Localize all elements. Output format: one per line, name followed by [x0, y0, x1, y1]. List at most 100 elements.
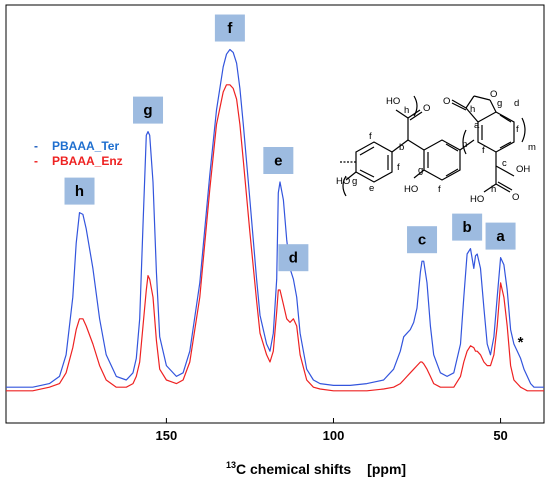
- peak-label-text: b: [463, 219, 472, 236]
- x-tick-label: 50: [493, 428, 507, 443]
- structure-atom-label: g: [418, 165, 423, 176]
- structure-bond: [391, 139, 409, 153]
- plot-frame: [5, 4, 545, 424]
- peak-label-b: b: [452, 213, 483, 241]
- structure-bond: [495, 165, 515, 177]
- structure-atom-label: n: [462, 139, 467, 150]
- annotation-asterisk: *: [518, 334, 524, 351]
- structure-atom-label: O: [443, 96, 450, 107]
- structure-double-bond: [499, 141, 512, 149]
- structure-atom-label: HO: [404, 184, 418, 195]
- structure-atom-label: HO: [386, 96, 400, 107]
- structure-atom-label: m: [528, 142, 536, 153]
- structure-bond: [465, 107, 479, 123]
- x-tick-label: 100: [323, 428, 345, 443]
- structure-atom-label: HO: [336, 176, 350, 187]
- structure-bond: [451, 99, 467, 109]
- peak-label-box: [278, 244, 309, 272]
- structure-atom-label: OH: [516, 164, 530, 175]
- structure-atom-label: a: [474, 120, 480, 131]
- structure-bond: [451, 102, 467, 111]
- structure-bracket: [521, 117, 526, 143]
- structure-atom-label: f: [438, 184, 441, 195]
- structure-bracket: [413, 95, 418, 117]
- structure-atom-label: h: [404, 105, 409, 116]
- peak-label-text: d: [289, 250, 298, 267]
- structure-atom-label: h: [470, 104, 475, 115]
- structure-bond: [473, 95, 491, 101]
- chemical-structure: HO h O b f f HO g e HO g f n O O h a g d…: [336, 89, 536, 205]
- structure-bond: [407, 109, 421, 119]
- structure-atom-label: O: [512, 192, 519, 203]
- structure-double-bond: [499, 114, 512, 123]
- structure-atom-label: c: [502, 158, 507, 169]
- series-layer: [6, 48, 544, 392]
- peak-label-box: [263, 147, 294, 174]
- peak-label-box: [64, 177, 95, 205]
- annotation-layer: *: [518, 334, 524, 351]
- structure-ring-middle: [423, 139, 461, 181]
- structure-bond: [483, 183, 497, 193]
- structure-atom-label: HO: [470, 194, 484, 205]
- peak-label-text: c: [418, 232, 426, 249]
- structure-bond: [407, 139, 425, 151]
- structure-atom-label: f: [482, 145, 485, 156]
- x-axis-title: 13C chemical shifts [ppm]: [226, 460, 406, 477]
- series-line-ter: [6, 48, 544, 388]
- peak-labels-layer: h g f e d c b a: [64, 14, 516, 272]
- peak-label-c: c: [407, 226, 438, 254]
- structure-bracket: [342, 175, 347, 197]
- structure-bond: [395, 109, 409, 119]
- structure-atom-label: h: [491, 184, 496, 195]
- structure-bond: [497, 181, 513, 191]
- legend-entry-ter: PBAAA_Ter: [52, 139, 119, 153]
- peak-label-box: [407, 226, 438, 254]
- structure-ring-left: [355, 141, 393, 183]
- legend: - PBAAA_Ter - PBAAA_Enz: [34, 139, 123, 168]
- peak-label-box: [133, 96, 164, 124]
- structure-atom-label: f: [397, 162, 400, 173]
- structure-atom-label: O: [490, 89, 497, 100]
- structure-atom-label: O: [423, 103, 430, 114]
- structure-atom-label: g: [497, 98, 502, 109]
- structure-bond: [495, 183, 511, 193]
- legend-marker-enz: -: [34, 154, 38, 168]
- peak-label-f: f: [214, 14, 245, 42]
- structure-atom-label: e: [369, 183, 374, 194]
- structure-double-bond: [445, 168, 459, 177]
- structure-bond: [459, 139, 475, 151]
- peak-label-text: g: [143, 102, 152, 119]
- x-axis-title-unit: [ppm]: [367, 461, 406, 477]
- peak-label-d: d: [278, 244, 309, 272]
- structure-atom-label: g: [352, 176, 357, 187]
- peak-label-text: h: [75, 183, 84, 200]
- legend-marker-ter: -: [34, 139, 38, 153]
- peak-label-g: g: [133, 96, 164, 124]
- structure-double-bond: [359, 146, 375, 156]
- structure-atom-label: f: [516, 124, 519, 135]
- structure-bond: [465, 95, 475, 109]
- structure-atom-label: d: [514, 98, 519, 109]
- series-line-enz: [6, 84, 544, 392]
- structure-bond: [409, 111, 423, 121]
- structure-double-bond: [445, 143, 459, 152]
- peak-label-box: [214, 14, 245, 42]
- x-axis-title-main: C chemical shifts: [236, 461, 351, 477]
- peak-label-text: e: [274, 153, 282, 170]
- structure-bond: [345, 171, 357, 181]
- peak-label-text: a: [496, 228, 505, 245]
- peak-label-box: [485, 222, 516, 250]
- peak-label-text: f: [227, 20, 233, 37]
- structure-atom-label: b: [399, 142, 404, 153]
- x-axis-title-sup: 13: [226, 460, 236, 470]
- peak-label-box: [452, 213, 483, 241]
- peak-label-a: a: [485, 222, 516, 250]
- structure-bond: [413, 169, 425, 179]
- structure-bond: [489, 99, 497, 113]
- structure-double-bond: [359, 169, 375, 178]
- structure-atom-label: f: [369, 131, 372, 142]
- peak-label-e: e: [263, 147, 294, 174]
- peak-label-h: h: [64, 177, 95, 205]
- structure-bracket: [462, 129, 467, 155]
